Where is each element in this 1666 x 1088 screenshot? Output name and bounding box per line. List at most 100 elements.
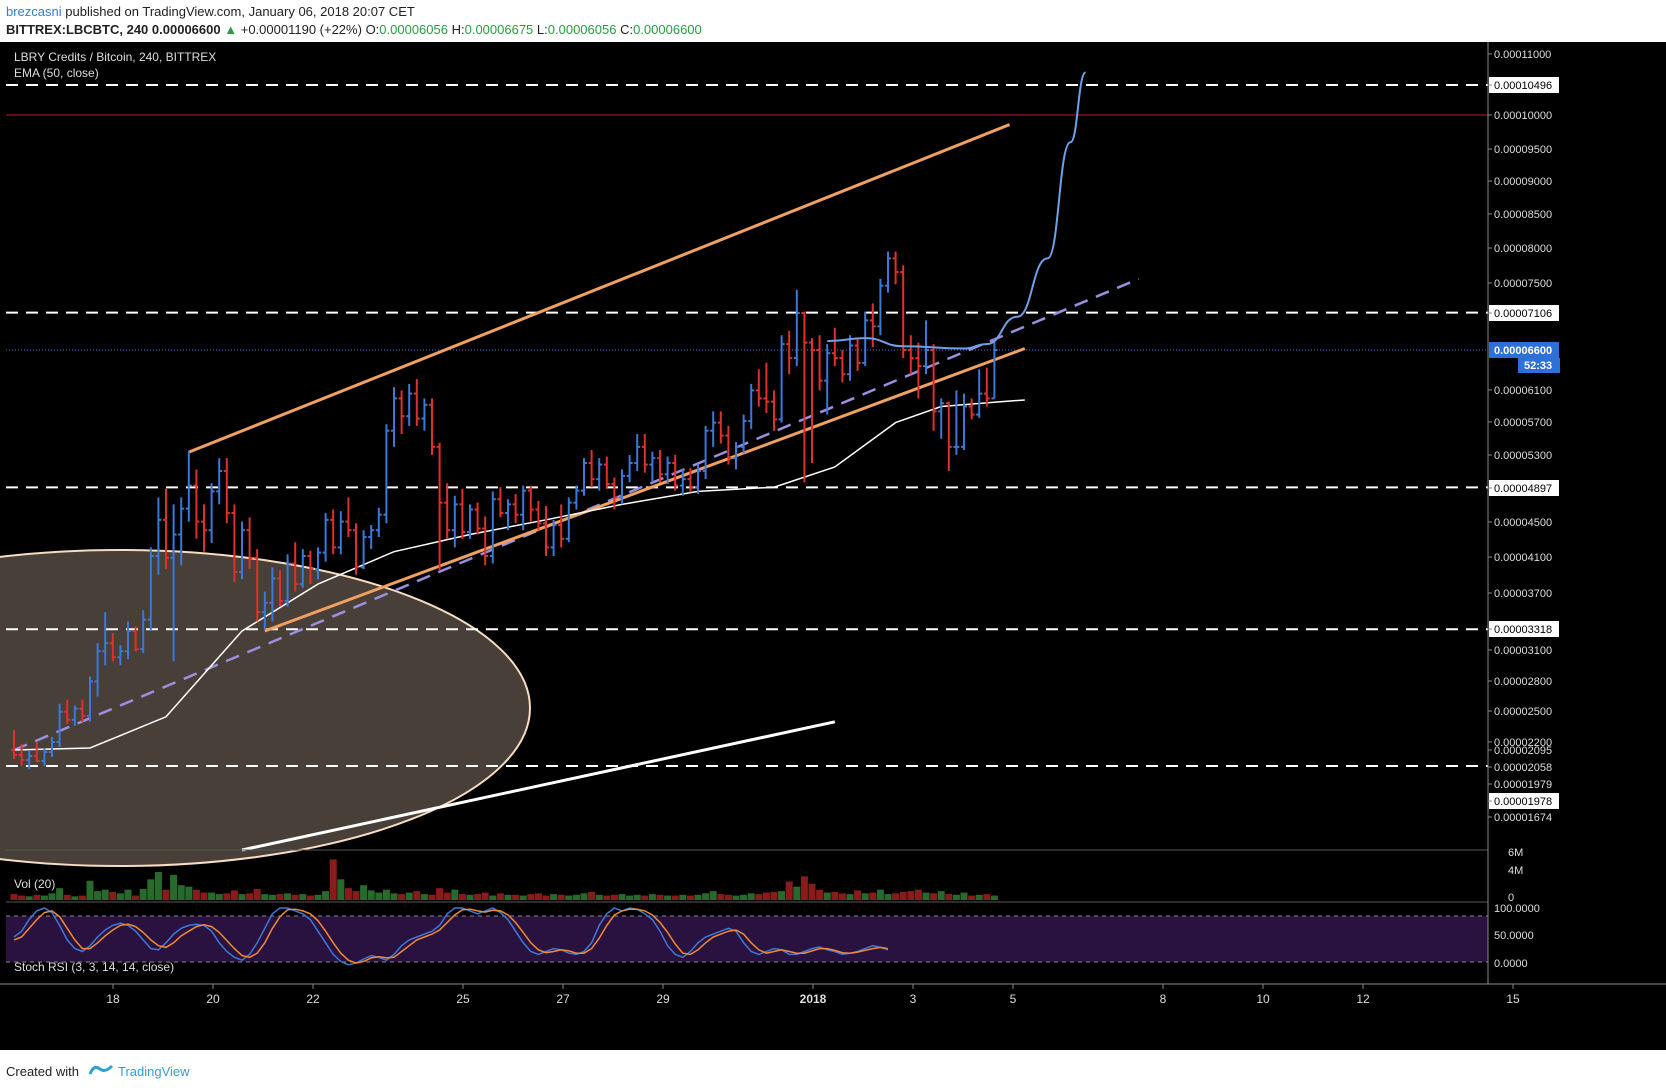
publish-header: brezcasni published on TradingView.com, … [0,0,1666,42]
volume-bar [679,894,687,900]
candle [778,335,785,423]
volume-pane[interactable] [6,849,1488,900]
volume-bar [25,896,33,900]
stoch-rsi-pane[interactable] [6,901,1488,966]
level-tag-box [1489,480,1559,496]
volume-bar [398,894,406,900]
volume-bar [177,885,185,900]
price-tick-label: 0.00008500 [1494,209,1552,221]
candle [489,491,496,564]
volume-bar [436,888,444,900]
low-value: 0.00006056 [547,22,617,37]
candle [201,504,207,552]
candle [755,369,762,407]
volume-bar [284,893,292,900]
candle [824,344,831,415]
last-price: 0.00006600 [151,22,221,37]
candle [976,369,983,418]
author-link[interactable]: brezcasni [6,4,62,19]
volume-tick-label: 0 [1508,892,1514,904]
volume-bar [405,892,413,900]
volume-bar [63,894,71,900]
candle [163,488,169,570]
volume-bar [914,889,922,900]
candle [900,265,907,359]
candle [459,488,466,539]
publish-info: published on TradingView.com, January 06… [65,4,415,19]
candle [413,379,420,426]
candle [877,278,884,336]
stoch-d-line [13,908,889,964]
candle [634,433,641,472]
price-tick-label: 0.00004500 [1494,517,1552,529]
candle [451,495,458,548]
price-tick-label: 0.00002095 [1494,745,1552,757]
candle [421,398,428,431]
price-tick-label: 0.00003100 [1494,645,1552,657]
price-tick-label: 0.00007106 [1494,308,1552,320]
volume-bar [18,895,26,900]
candle [337,511,344,555]
volume-bar [945,894,953,900]
close-value: 0.00006600 [633,22,702,37]
candle [208,483,215,544]
volume-bar [481,892,489,900]
volume-bar [702,893,710,900]
volume-bar [770,891,778,900]
volume-bar [580,893,588,900]
candle [41,748,48,766]
candle [710,411,717,447]
volume-bar [56,888,64,900]
volume-bar [884,894,892,900]
volume-bar [458,894,466,900]
volume-bar [230,890,238,900]
volume-bar [595,894,603,900]
candle [185,451,192,522]
candle [375,507,382,538]
tradingview-brand-link[interactable]: TradingView [118,1064,190,1079]
chart-title: LBRY Credits / Bitcoin, 240, BITTREX [14,50,216,64]
volume-bar [215,894,223,900]
volume-bar [101,889,109,900]
ema-indicator-label: EMA (50, close) [14,66,99,80]
candle [322,512,329,562]
price-tick-label: 0.00001978 [1494,796,1552,808]
volume-bar [208,892,216,900]
candle [748,383,755,430]
candle [398,390,405,434]
volume-bar [816,889,824,900]
volume-bar [869,892,877,900]
volume-bar [960,892,968,900]
volume-bar [33,894,41,900]
high-value: 0.00006675 [464,22,534,37]
main-pane[interactable] [0,71,1488,867]
open-label: O: [365,22,380,37]
candle [793,289,800,367]
candle [231,504,238,583]
candle [626,454,633,483]
volume-bar [496,893,504,900]
volume-bar [899,891,907,900]
volume-bar [785,881,793,900]
candle [892,251,899,285]
volume-bar [664,895,672,900]
volume-bar [717,894,725,900]
candle [391,387,397,447]
price-chart[interactable]: LBRY Credits / Bitcoin, 240, BITTREX EMA… [0,42,1666,1050]
candle [565,497,572,543]
price-tick-label: 0.00002200 [1494,737,1552,749]
candle [854,338,861,371]
ema-50-line [13,399,1025,751]
candle [991,338,998,400]
low-label: L: [536,22,548,37]
candle [603,456,610,489]
chart-background [0,42,1666,1050]
open-value: 0.00006056 [379,22,448,37]
volume-bar [268,894,276,900]
candle [261,591,268,629]
candle [330,509,337,555]
volume-bar [238,894,246,900]
price-tick-label: 0.00008000 [1494,243,1552,255]
price-tick-label: 0.00001979 [1494,779,1552,791]
candle [277,570,283,607]
